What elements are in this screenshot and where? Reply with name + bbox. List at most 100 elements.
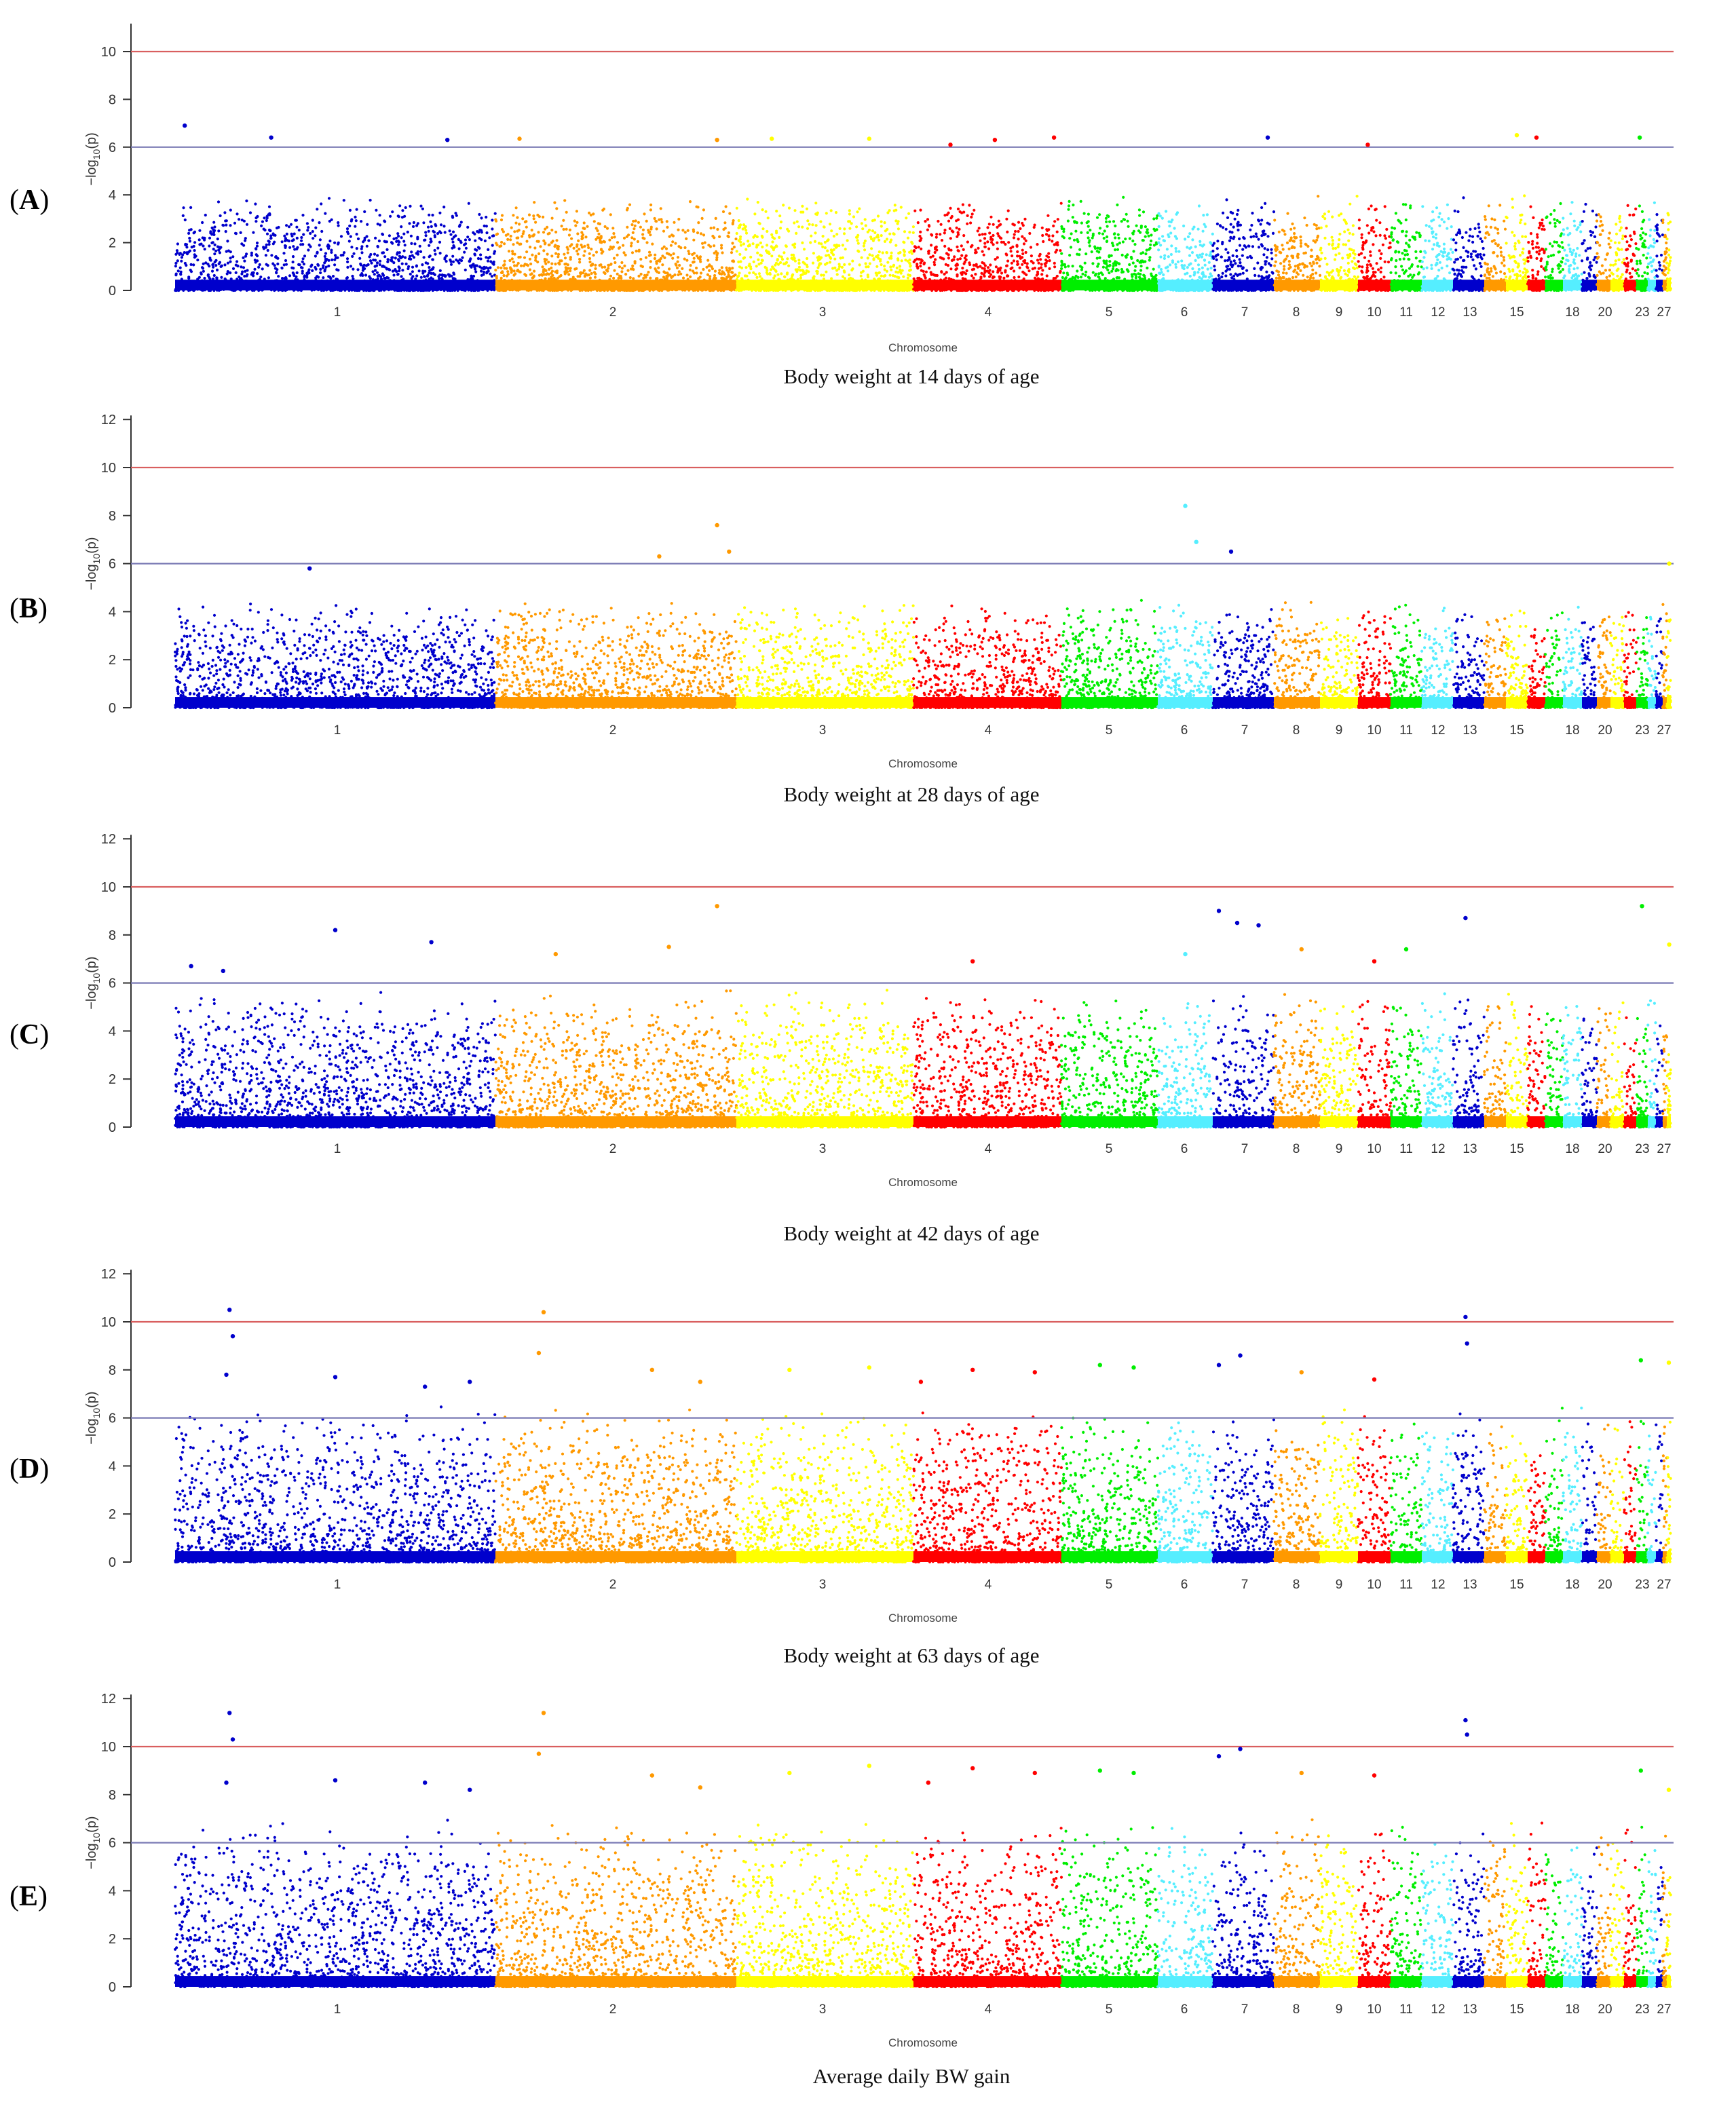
chromosome-7-band [1213, 1116, 1274, 1127]
panel-letter-text: E [19, 1881, 38, 1912]
peak-point [1372, 959, 1377, 964]
panel-letter-open: ( [10, 593, 19, 624]
x-tick-label: 8 [1293, 1142, 1300, 1156]
x-tick-label: 11 [1399, 1578, 1413, 1592]
chromosome-8-band [1274, 280, 1320, 290]
peak-point [227, 1308, 232, 1312]
y-tick-label: 10 [101, 1315, 116, 1330]
peak-point [970, 1367, 975, 1373]
peak-point [657, 554, 662, 559]
peak-point [1131, 1365, 1136, 1370]
y-tick-label: 10 [101, 880, 116, 895]
chromosome-26-band [1663, 1116, 1667, 1127]
peak-point [1234, 920, 1240, 926]
chromosome-26-band [1663, 1976, 1667, 1987]
chromosome-9-band [1320, 1976, 1358, 1987]
x-tick-label: 3 [819, 305, 827, 320]
chromosome-22-band [1624, 697, 1636, 708]
chromosome-19-band [1582, 697, 1597, 708]
chromosome-2-band [495, 280, 736, 290]
x-tick-label: 5 [1106, 2002, 1113, 2017]
chromosome-12-band [1422, 1551, 1453, 1562]
chromosome-3-band [736, 1116, 913, 1127]
chromosome-16-band [1528, 1976, 1545, 1987]
peak-point [1640, 904, 1644, 909]
chromosome-7-band [1213, 1976, 1274, 1987]
chromosome-16-band [1528, 1551, 1545, 1562]
panel-letter-open: ( [10, 185, 19, 216]
y-tick-label: 4 [109, 605, 116, 620]
y-tick-label: 2 [109, 1507, 116, 1522]
x-tick-label: 12 [1431, 2002, 1445, 2017]
y-tick-label: 2 [109, 1072, 116, 1087]
y-tick-label: 12 [101, 832, 116, 847]
chromosome-5-band [1061, 1116, 1158, 1127]
chromosome-19-band [1582, 1116, 1597, 1127]
x-tick-label: 13 [1463, 723, 1477, 738]
peak-point [536, 1751, 542, 1756]
x-tick-label: 5 [1106, 723, 1113, 738]
peak-point [666, 945, 671, 949]
chromosome-9-band [1320, 280, 1358, 290]
chromosome-22-band [1624, 1976, 1636, 1987]
peak-point [1463, 1717, 1468, 1723]
x-tick-label: 4 [985, 305, 992, 320]
chromosome-15-band [1506, 1551, 1528, 1562]
peak-point [1032, 1370, 1038, 1375]
peak-point [1372, 1377, 1377, 1382]
peak-point [698, 1785, 703, 1790]
peak-point [183, 123, 187, 128]
chromosome-25-band [1656, 1976, 1663, 1987]
peak-point [970, 1766, 975, 1771]
y-tick-label: 12 [101, 1692, 116, 1707]
chromosome-23-band [1636, 280, 1648, 290]
x-tick-label: 6 [1181, 1142, 1188, 1156]
y-tick-label: 2 [109, 236, 116, 251]
y-axis-label: −log10(p) [84, 956, 102, 1009]
peak-point [867, 136, 872, 141]
x-tick-label: 4 [985, 1578, 992, 1592]
peak-point [536, 1350, 542, 1356]
x-tick-label: 13 [1463, 2002, 1477, 2017]
chromosome-14-band [1484, 1976, 1506, 1987]
chromosome-19-band [1582, 1976, 1597, 1987]
chromosome-16-band [1528, 1116, 1545, 1127]
x-tick-label: 18 [1565, 1578, 1579, 1592]
chromosome-2-points [493, 1408, 738, 1564]
y-tick-label: 0 [109, 1120, 116, 1135]
x-tick-label: 7 [1241, 723, 1249, 738]
panel-letter-text: D [19, 1453, 39, 1485]
x-tick-label: 23 [1635, 2002, 1649, 2017]
snp-points [174, 598, 1673, 710]
peak-point [1194, 539, 1199, 544]
x-tick-label: 27 [1657, 723, 1671, 738]
chromosome-8-band [1274, 1551, 1320, 1562]
y-axis-label-sub: 10 [91, 149, 102, 159]
peak-point [715, 904, 719, 909]
chromosome-19-band [1582, 1551, 1597, 1562]
peak-point [1638, 1358, 1643, 1363]
x-tick-label: 11 [1399, 2002, 1413, 2017]
chromosome-8-band [1274, 1116, 1320, 1127]
chromosome-6-band [1158, 1976, 1213, 1987]
chromosome-18-band [1563, 280, 1582, 290]
peak-point [1216, 1363, 1222, 1367]
y-tick-label: 10 [101, 461, 116, 476]
x-tick-label: 23 [1635, 1578, 1649, 1592]
peak-point [224, 1372, 229, 1377]
peak-point [1463, 915, 1468, 921]
chromosome-7-band [1213, 1551, 1274, 1562]
x-tick-label: 1 [334, 305, 341, 320]
peak-point [333, 928, 338, 932]
x-tick-label: 12 [1431, 723, 1445, 738]
y-axis-label-tail: (p) [84, 1391, 99, 1407]
y-axis-label-tail: (p) [84, 537, 99, 553]
chromosome-4-band [913, 1551, 1061, 1562]
x-tick-label: 7 [1241, 2002, 1249, 2017]
x-axis-label: Chromosome [888, 1612, 958, 1624]
x-tick-label: 18 [1565, 2002, 1579, 2017]
chromosome-21-band [1610, 280, 1624, 290]
peak-point [1265, 135, 1270, 140]
x-tick-label: 1 [334, 1578, 341, 1592]
